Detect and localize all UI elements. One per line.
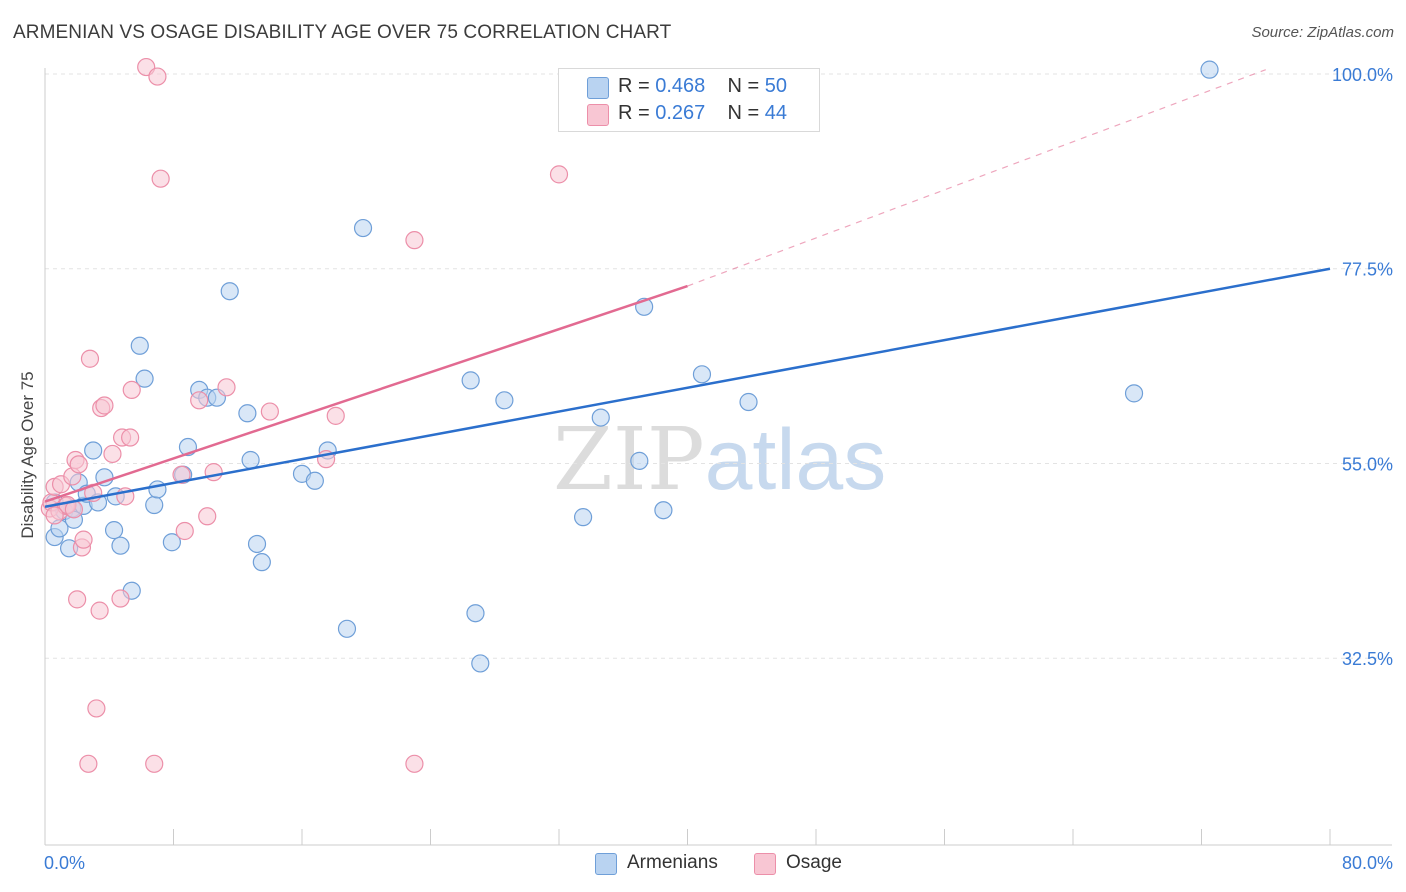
point-osage — [148, 67, 167, 86]
correlation-legend: R = 0.468 N = 50 R = 0.267 N = 44 — [558, 68, 820, 132]
point-osage — [145, 754, 164, 773]
legend-swatch-osage — [587, 104, 609, 126]
y-tick-label: 77.5% — [1342, 260, 1393, 280]
trend-line-osage — [44, 284, 688, 503]
point-osage — [190, 391, 209, 410]
point-armenians — [654, 501, 673, 520]
point-armenians — [692, 365, 712, 384]
point-osage — [405, 754, 424, 773]
point-osage — [217, 378, 236, 397]
point-armenians — [353, 218, 373, 238]
point-osage — [80, 349, 100, 368]
point-osage — [326, 406, 345, 425]
point-osage — [175, 521, 194, 541]
point-armenians — [461, 371, 480, 390]
point-armenians — [471, 654, 490, 673]
x-tick-label: 80.0% — [1342, 853, 1393, 873]
point-armenians — [84, 441, 103, 460]
point-armenians — [130, 336, 149, 355]
legend-swatch-armenians — [595, 853, 617, 875]
legend-n-value-armenians: 50 — [764, 75, 788, 97]
point-osage — [45, 506, 64, 525]
watermark: ZIPatlas — [553, 410, 886, 510]
legend-r-value-osage: 0.267 — [655, 102, 706, 124]
point-armenians — [247, 534, 267, 554]
legend-n-label: N = — [727, 102, 760, 124]
watermark-atlas: atlas — [704, 412, 887, 508]
point-osage — [111, 589, 130, 608]
point-armenians — [591, 408, 610, 427]
point-osage — [95, 396, 114, 415]
point-armenians — [630, 451, 649, 470]
point-osage — [103, 444, 122, 464]
legend-label-osage: Osage — [786, 852, 842, 873]
point-osage — [549, 165, 569, 184]
legend-swatch-osage — [754, 853, 776, 875]
point-armenians — [739, 392, 758, 412]
legend-label-armenians: Armenians — [627, 852, 718, 873]
point-osage — [122, 380, 141, 400]
point-armenians — [466, 604, 485, 623]
legend-r-label: R = — [618, 75, 650, 97]
y-tick-label: 55.0% — [1342, 454, 1393, 474]
point-armenians — [573, 508, 593, 527]
point-armenians — [1200, 60, 1219, 79]
point-osage — [87, 699, 106, 718]
point-osage — [260, 402, 279, 421]
point-armenians — [162, 533, 181, 552]
point-armenians — [135, 369, 154, 388]
point-osage — [74, 530, 93, 549]
point-osage — [405, 231, 424, 250]
chart-title: ARMENIAN VS OSAGE DISABILITY AGE OVER 75… — [13, 22, 672, 43]
point-armenians — [495, 391, 514, 410]
point-osage — [172, 465, 191, 484]
point-armenians — [238, 404, 257, 423]
y-tick-label: 100.0% — [1332, 65, 1393, 85]
point-armenians — [148, 480, 167, 499]
point-osage — [151, 169, 170, 188]
point-armenians — [111, 536, 130, 555]
point-osage — [69, 455, 88, 474]
point-osage — [68, 590, 87, 609]
point-osage — [79, 754, 98, 773]
point-armenians — [220, 282, 239, 301]
x-tick-label: 0.0% — [44, 853, 85, 873]
point-armenians — [104, 521, 124, 540]
point-armenians — [95, 468, 114, 487]
point-osage — [204, 463, 223, 482]
point-osage — [198, 507, 217, 526]
watermark-zip: ZIP — [553, 410, 705, 510]
point-armenians — [337, 619, 357, 638]
trend-line-armenians — [44, 267, 1331, 508]
legend-r-value-armenians: 0.468 — [655, 75, 706, 97]
point-armenians — [1124, 384, 1144, 403]
point-osage — [90, 601, 109, 620]
legend-n-value-osage: 44 — [764, 102, 788, 124]
legend-swatch-armenians — [587, 77, 609, 99]
point-armenians — [252, 553, 271, 572]
legend-r-label: R = — [618, 102, 650, 124]
point-armenians — [305, 471, 324, 490]
source-label: Source: ZipAtlas.com — [1251, 24, 1394, 41]
legend-n-label: N = — [727, 75, 760, 97]
point-armenians — [241, 450, 260, 470]
y-tick-label: 32.5% — [1342, 649, 1393, 669]
point-armenians — [145, 495, 164, 515]
point-osage — [121, 428, 140, 447]
